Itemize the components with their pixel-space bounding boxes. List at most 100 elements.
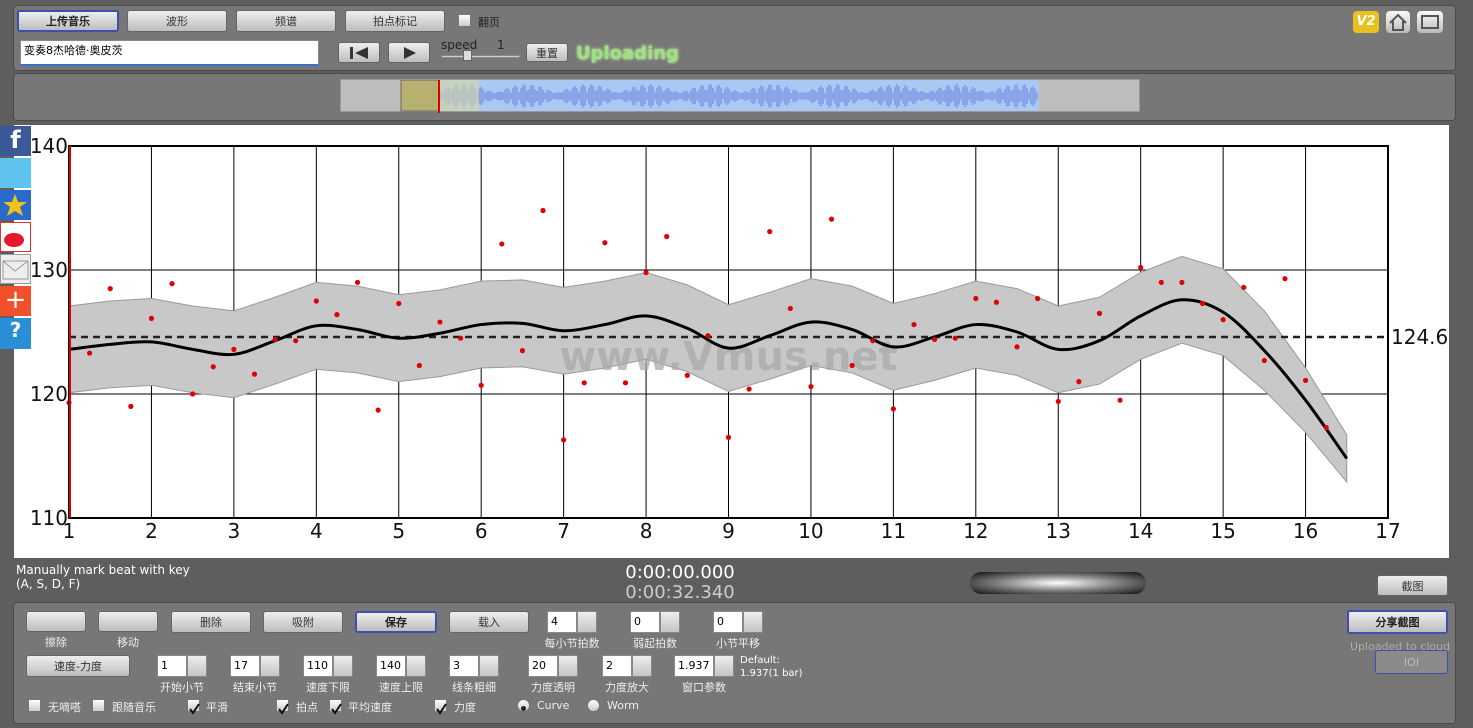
mail <box>2 260 29 280</box>
check-mark <box>189 703 200 715</box>
tool-label: 擦除 <box>45 636 67 649</box>
x-tick-label: 12 <box>963 519 988 543</box>
action-button[interactable]: 保存 <box>355 611 437 633</box>
action-button[interactable]: 删除 <box>171 611 251 633</box>
option-checkbox[interactable] <box>329 699 342 715</box>
x-tick-label: 9 <box>722 519 735 543</box>
beat-point <box>1096 310 1103 316</box>
beat-point <box>1117 397 1123 403</box>
ioi-button[interactable]: IOI <box>1375 650 1448 674</box>
number-input[interactable]: 1.937 <box>674 655 714 677</box>
beat-point <box>808 383 814 390</box>
weibo-icon[interactable] <box>0 222 31 252</box>
x-tick-label: 8 <box>640 519 653 543</box>
tab-button[interactable]: 波形 <box>127 10 227 32</box>
tab-button[interactable]: 拍点标记 <box>345 10 445 32</box>
speed-slider[interactable] <box>441 55 520 58</box>
fullscreen-button[interactable] <box>1416 10 1444 34</box>
number-input[interactable]: 3 <box>449 655 479 677</box>
mode-button[interactable]: 速度-力度 <box>26 655 130 677</box>
beat-point <box>293 338 299 344</box>
reset-button[interactable]: 重置 <box>526 43 568 62</box>
number-input[interactable]: 17 <box>230 655 260 677</box>
number-input[interactable]: 4 <box>547 611 577 633</box>
volume-slider[interactable] <box>970 572 1146 594</box>
number-input[interactable]: 20 <box>528 655 558 677</box>
number-input[interactable]: 2 <box>602 655 632 677</box>
beat-point <box>643 269 649 276</box>
screenshot-button[interactable]: 截图 <box>1377 575 1448 596</box>
beat-point <box>437 319 443 325</box>
number-input[interactable]: 1 <box>157 655 187 677</box>
beat-point <box>581 380 587 386</box>
radio-label: Curve <box>537 699 570 712</box>
option-checkbox[interactable] <box>187 699 200 715</box>
field-label: 弱起拍数 <box>633 637 677 650</box>
field-label: 线条粗细 <box>452 681 496 694</box>
radio[interactable] <box>517 699 530 712</box>
beat-point <box>684 372 690 378</box>
field-label: 每小节拍数 <box>544 637 600 650</box>
add-icon[interactable]: + <box>0 286 31 316</box>
tab-button[interactable]: 频谱 <box>236 10 336 32</box>
beat-point <box>251 371 258 377</box>
spinner[interactable] <box>577 611 597 633</box>
spinner[interactable] <box>187 655 207 677</box>
beat-point <box>1323 424 1329 431</box>
wave-overview[interactable] <box>340 79 1140 113</box>
beat-point <box>849 362 855 369</box>
beat-point <box>1158 279 1164 285</box>
number-input[interactable]: 0 <box>713 611 743 633</box>
radio-label: Worm <box>607 699 640 712</box>
tab-button[interactable]: 上传音乐 <box>17 10 119 32</box>
spinner[interactable] <box>260 655 280 677</box>
action-button[interactable]: 载入 <box>449 611 529 633</box>
prev-button[interactable] <box>338 42 380 63</box>
beat-point <box>169 281 175 287</box>
mail-icon[interactable] <box>0 254 31 284</box>
facebook-icon[interactable]: f <box>0 126 31 156</box>
tool-button[interactable] <box>98 611 158 632</box>
beat-point <box>1055 398 1061 405</box>
x-tick-label: 16 <box>1293 519 1318 543</box>
tool-button[interactable] <box>26 611 86 632</box>
beat-point <box>602 240 608 246</box>
share-button[interactable]: 分享截图 <box>1347 610 1448 634</box>
spinner[interactable] <box>558 655 578 677</box>
spinner[interactable] <box>714 655 734 677</box>
star-icon[interactable] <box>0 190 31 220</box>
option-checkbox[interactable] <box>434 699 447 715</box>
help-icon[interactable]: ? <box>0 318 31 349</box>
number-input[interactable]: 0 <box>630 611 660 633</box>
radio-dot <box>521 706 526 711</box>
number-input[interactable]: 110 <box>303 655 333 677</box>
number-input[interactable]: 140 <box>376 655 406 677</box>
home-button[interactable] <box>1385 10 1411 34</box>
option-checkbox[interactable] <box>92 699 105 712</box>
radio[interactable] <box>587 699 600 712</box>
spinner[interactable] <box>660 611 680 633</box>
twitter-icon[interactable] <box>0 158 31 188</box>
spinner[interactable] <box>406 655 426 677</box>
beat-point <box>931 336 938 343</box>
spinner[interactable] <box>479 655 499 677</box>
spinner[interactable] <box>333 655 353 677</box>
play-button[interactable] <box>388 42 430 63</box>
version-badge[interactable]: V2 <box>1352 10 1380 34</box>
action-button[interactable]: 吸附 <box>263 611 343 633</box>
y-tick-label: 120 <box>30 382 68 406</box>
spinner[interactable] <box>743 611 763 633</box>
beat-point <box>519 348 526 354</box>
spinner[interactable] <box>632 655 652 677</box>
option-checkbox[interactable] <box>28 699 41 712</box>
file-name[interactable]: 变奏8杰哈德·奥皮茨 <box>20 40 319 66</box>
hint-line: Manually mark beat with key <box>16 563 190 577</box>
speed-thumb[interactable] <box>463 50 472 61</box>
y-tick-label: 110 <box>30 506 68 530</box>
y-tick-label: 130 <box>30 258 68 282</box>
x-tick-label: 7 <box>557 519 570 543</box>
page-flip-checkbox[interactable] <box>458 14 471 27</box>
waveform <box>400 79 1039 113</box>
beat-point <box>396 300 402 307</box>
option-checkbox[interactable] <box>276 699 289 715</box>
